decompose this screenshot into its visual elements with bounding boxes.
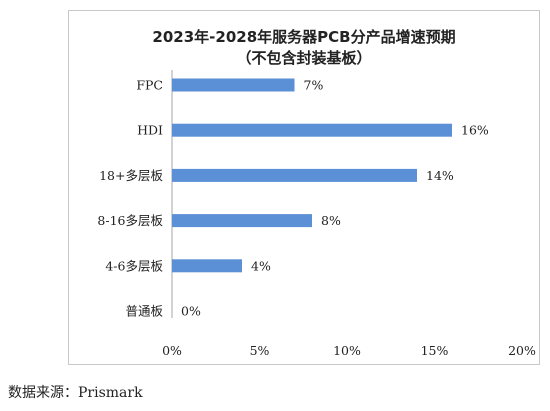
category-label: HDI — [137, 123, 163, 138]
chart-subtitle: （不包含封装基板） — [236, 49, 372, 67]
data-label: 0% — [181, 304, 201, 319]
category-label: 18+多层板 — [99, 168, 163, 183]
category-label: FPC — [136, 78, 163, 93]
bar — [172, 78, 295, 92]
category-label: 普通板 — [125, 304, 163, 319]
data-label: 7% — [304, 78, 324, 93]
data-label: 16% — [461, 123, 489, 138]
bar — [172, 123, 452, 137]
x-tick-label: 10% — [333, 343, 361, 358]
category-label: 4-6多层板 — [105, 258, 163, 273]
data-label: 4% — [251, 258, 271, 273]
x-tick-label: 0% — [162, 343, 182, 358]
category-label: 8-16多层板 — [97, 213, 163, 228]
source-note: 数据来源：Prismark — [8, 385, 143, 401]
chart-frame — [68, 10, 540, 365]
x-tick-label: 15% — [421, 343, 449, 358]
bar — [172, 259, 242, 273]
data-label: 14% — [426, 168, 454, 183]
data-label: 8% — [321, 213, 341, 228]
x-tick-label: 5% — [250, 343, 270, 358]
x-tick-label: 20% — [508, 343, 536, 358]
bar — [172, 168, 417, 182]
bar — [172, 214, 312, 228]
chart-title: 2023年-2028年服务器PCB分产品增速预期 — [152, 28, 456, 46]
